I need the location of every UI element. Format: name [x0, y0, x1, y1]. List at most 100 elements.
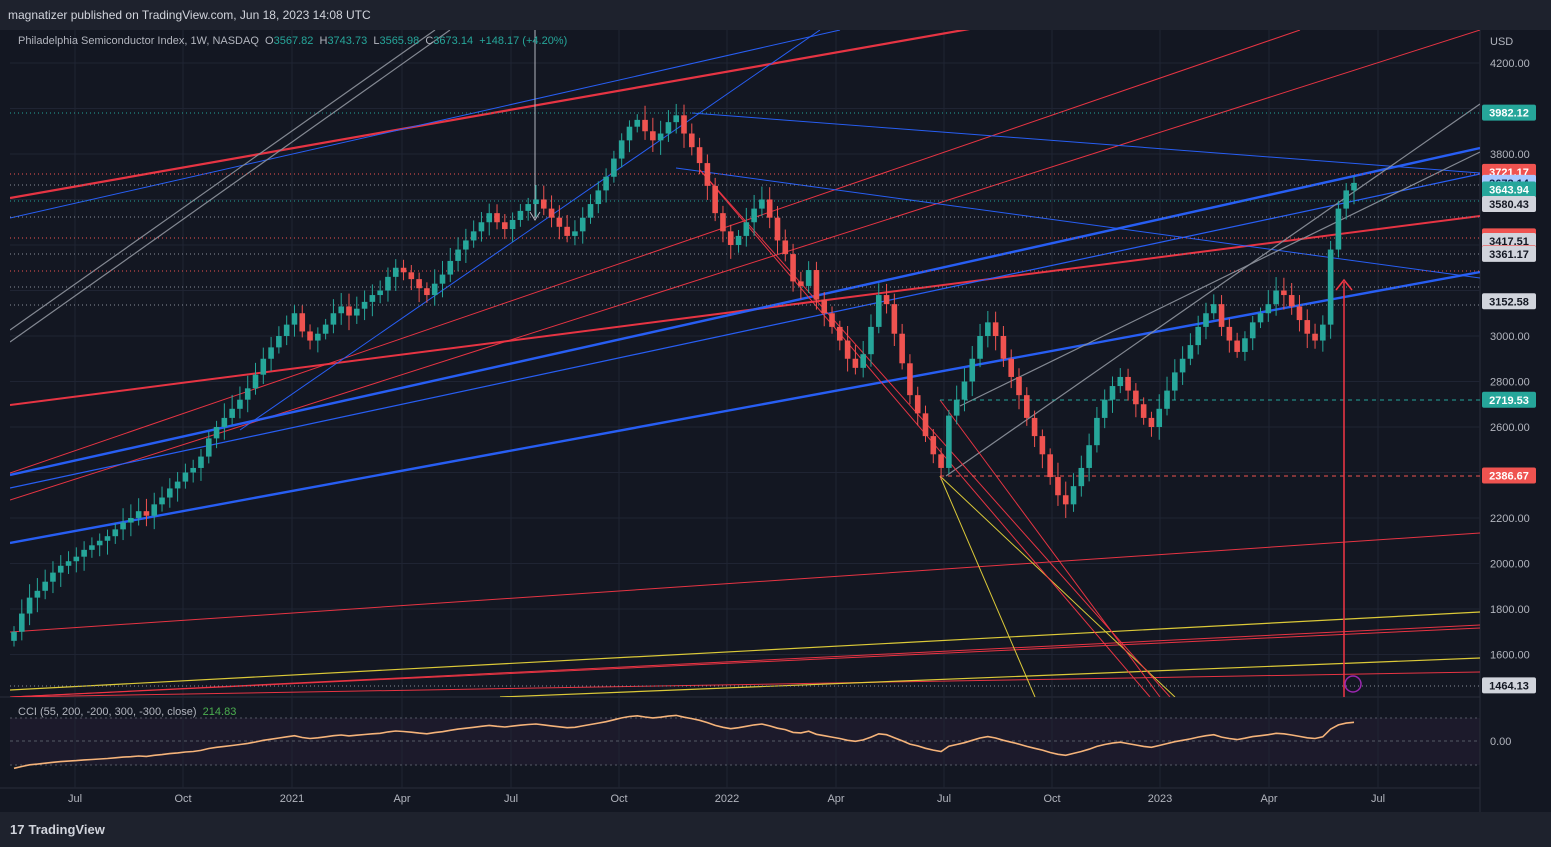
price-marker-label: 3580.43	[1489, 199, 1529, 211]
candle-body	[1273, 290, 1279, 305]
candle-body	[712, 185, 718, 214]
price-marker: 3643.94	[1482, 181, 1536, 198]
candle-body	[891, 304, 898, 334]
candle-body	[743, 222, 750, 236]
price-tick-label: 1600.00	[1490, 650, 1530, 662]
candle-body	[276, 336, 282, 348]
candle-body	[463, 240, 469, 250]
price-chart[interactable]: 1600.00 1800.00 2000.00 2200.00 2600.00 2800.…	[0, 0, 1551, 812]
candle-body	[564, 226, 570, 236]
price-marker-bg	[1482, 391, 1536, 408]
price-marker: 3982.12	[1482, 104, 1536, 121]
price-marker-label: 3417.51	[1489, 236, 1529, 248]
candle-body	[361, 301, 368, 309]
candle-body	[1320, 324, 1326, 341]
trend-line	[10, 671, 1480, 697]
time-tick-label: Apr	[827, 793, 844, 805]
candle-body	[992, 322, 999, 336]
candle-body	[953, 399, 960, 416]
candle-body	[1296, 306, 1303, 321]
candle-body	[174, 481, 181, 489]
candle-body	[431, 283, 438, 296]
candle-body	[1327, 249, 1334, 325]
candle-body	[852, 358, 859, 368]
ohlc-legend: Philadelphia Semiconductor Index, 1W, NA…	[18, 35, 567, 47]
candle-body	[1148, 417, 1155, 427]
candle-body	[727, 231, 734, 245]
price-tick-label: 3000.00	[1490, 331, 1530, 343]
tradingview-logo[interactable]: 17 TradingView	[10, 822, 105, 837]
candle-body	[611, 158, 617, 177]
candle-body	[837, 326, 843, 341]
candle-body	[774, 217, 781, 241]
candle-body	[1351, 182, 1357, 191]
candle-body	[291, 313, 298, 325]
candle-body	[1008, 358, 1015, 377]
price-marker: 1464.13	[1482, 677, 1536, 694]
candle-body	[704, 163, 711, 186]
cci-legend: CCI (55, 200, -200, 300, -300, close) 21…	[18, 706, 236, 718]
price-marker-bg	[1482, 293, 1536, 310]
candle-body	[751, 208, 757, 223]
trend-line	[939, 475, 1176, 697]
candle-body	[151, 504, 158, 516]
trend-line	[10, 30, 970, 200]
candle-body	[455, 249, 461, 261]
candle-body	[525, 204, 531, 211]
candle-body	[353, 308, 360, 316]
trend-line	[10, 532, 1480, 633]
trend-line	[10, 30, 436, 331]
candle-body	[579, 217, 586, 232]
currency-label: USD	[1490, 36, 1513, 48]
cci-line	[13, 714, 1355, 770]
candle-body	[1218, 304, 1225, 327]
time-tick-label: Apr	[393, 793, 410, 805]
candle-body	[1101, 399, 1108, 418]
time-tick-label: 2022	[715, 793, 739, 805]
candle-body	[1234, 340, 1240, 352]
candle-body	[330, 313, 337, 325]
candle-body	[424, 288, 430, 296]
candle-body	[1210, 304, 1217, 314]
candle-body	[1070, 486, 1077, 505]
close-label: C	[425, 35, 434, 47]
candle-body	[34, 590, 41, 598]
time-tick-label: Jul	[1371, 793, 1385, 805]
time-tick-label: Jul	[504, 793, 518, 805]
candle-body	[470, 231, 477, 241]
candle-body	[860, 354, 866, 368]
candle-body	[1164, 390, 1170, 409]
candle-body	[486, 213, 493, 223]
footer-bar	[0, 812, 1551, 847]
time-tick-label: 2021	[280, 793, 304, 805]
price-marker-label: 2719.53	[1489, 395, 1529, 407]
trend-line	[10, 270, 1480, 545]
price-marker-bg	[1482, 233, 1536, 250]
change-value: +148.17 (+4.20%)	[479, 35, 568, 47]
trend-line	[939, 399, 1161, 697]
candle-body	[1140, 404, 1147, 418]
time-tick-label: Oct	[174, 793, 191, 805]
candle-body	[595, 190, 602, 205]
candle-body	[439, 274, 446, 284]
candle-body	[790, 254, 796, 282]
annotation-arrowhead	[529, 211, 541, 221]
cci-value: 214.83	[202, 706, 237, 718]
candle-body	[899, 333, 905, 364]
candle-body	[985, 322, 991, 336]
price-marker: 2719.53	[1482, 391, 1536, 408]
trend-line	[959, 151, 1480, 407]
candle-body	[416, 279, 422, 289]
candle-body	[1109, 386, 1116, 400]
price-marker-label: 1464.13	[1489, 680, 1529, 692]
price-marker: 3580.43	[1482, 195, 1536, 212]
candle-body	[205, 438, 212, 457]
low-label: L	[373, 35, 380, 47]
candle-body	[283, 324, 290, 336]
candle-body	[1062, 495, 1069, 505]
candle-body	[1047, 454, 1053, 478]
trend-line	[10, 146, 1480, 477]
candle-body	[182, 472, 189, 482]
candle-body	[657, 133, 664, 141]
time-tick-label: Oct	[1043, 793, 1060, 805]
